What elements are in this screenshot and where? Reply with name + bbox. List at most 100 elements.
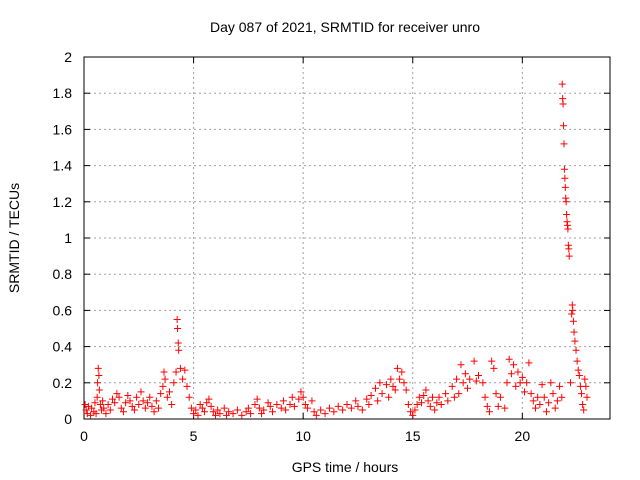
data-point (108, 395, 116, 403)
data-point (130, 406, 138, 414)
x-tick-label: 20 (515, 428, 531, 444)
data-point (251, 401, 259, 409)
data-point (113, 390, 121, 398)
data-point (301, 401, 309, 409)
data-point (433, 399, 441, 407)
data-point (559, 100, 567, 108)
data-point (317, 406, 325, 414)
data-point (448, 382, 456, 390)
data-point (565, 245, 573, 253)
data-point (424, 397, 432, 405)
data-point (253, 395, 261, 403)
x-tick-label: 5 (190, 428, 198, 444)
data-point (472, 377, 480, 385)
data-point (187, 404, 195, 412)
data-point (358, 406, 366, 414)
data-point (385, 393, 393, 401)
data-point (102, 410, 110, 418)
data-point (420, 391, 428, 399)
data-point (536, 401, 544, 409)
data-point (488, 357, 496, 365)
data-point (457, 361, 465, 369)
data-point (574, 366, 582, 374)
data-point (179, 375, 187, 383)
data-point (146, 393, 154, 401)
data-point (570, 328, 578, 336)
data-point (418, 399, 426, 407)
data-point (531, 404, 539, 412)
data-point (214, 406, 222, 414)
data-point (181, 366, 189, 374)
data-point (159, 382, 167, 390)
data-point (582, 382, 590, 390)
data-point (391, 386, 399, 394)
data-point (94, 379, 102, 387)
data-point (299, 393, 307, 401)
data-point (538, 381, 546, 389)
data-point (572, 346, 580, 354)
data-point (325, 404, 333, 412)
data-point (117, 404, 125, 412)
data-point (378, 390, 386, 398)
data-point (141, 404, 149, 412)
data-point (194, 411, 202, 419)
data-point (402, 386, 410, 394)
data-point (104, 401, 112, 409)
data-point (170, 379, 178, 387)
x-tick-label: 10 (295, 428, 311, 444)
data-point (157, 390, 165, 398)
data-point (161, 375, 169, 383)
data-point (490, 364, 498, 372)
data-point (553, 397, 561, 405)
data-point (568, 310, 576, 318)
data-point (220, 404, 228, 412)
data-point (481, 393, 489, 401)
data-point (396, 375, 404, 383)
data-point (583, 393, 591, 401)
data-point (400, 379, 408, 387)
data-point (82, 406, 90, 414)
data-point (512, 382, 520, 390)
data-point (160, 368, 168, 376)
data-point (255, 404, 263, 412)
data-point (365, 401, 373, 409)
data-point (172, 368, 180, 376)
data-point (435, 393, 443, 401)
data-point (290, 402, 298, 410)
y-tick-label: 0 (64, 411, 72, 427)
data-point (507, 370, 515, 378)
data-point (310, 408, 318, 416)
data-point (547, 379, 555, 387)
data-point (387, 375, 395, 383)
data-point (494, 402, 502, 410)
data-point (464, 384, 472, 392)
data-point (450, 393, 458, 401)
data-point (428, 393, 436, 401)
data-series (81, 80, 591, 419)
data-point (455, 390, 463, 398)
data-point (81, 401, 89, 409)
data-point (174, 339, 182, 347)
data-point (273, 401, 281, 409)
data-point (288, 393, 296, 401)
data-point (168, 401, 176, 409)
data-point (88, 404, 96, 412)
data-point (201, 408, 209, 416)
data-point (563, 210, 571, 218)
data-point (479, 379, 487, 387)
data-point (148, 402, 156, 410)
data-point (122, 399, 130, 407)
data-point (297, 388, 305, 396)
y-axis-label: SRMTID / TECUs (6, 183, 22, 293)
data-point (339, 406, 347, 414)
data-point (165, 388, 173, 396)
data-point (124, 391, 132, 399)
data-point (225, 408, 233, 416)
data-point (558, 80, 566, 88)
data-point (286, 401, 294, 409)
data-point (573, 357, 581, 365)
x-axis-label: GPS time / hours (292, 459, 399, 475)
data-point (198, 404, 206, 412)
data-point (96, 401, 104, 409)
